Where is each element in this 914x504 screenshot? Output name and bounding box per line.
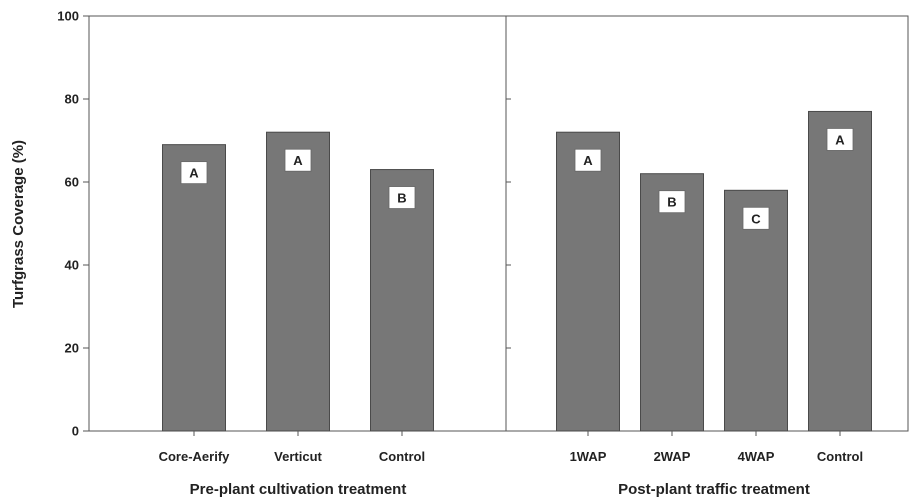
significance-box xyxy=(284,148,312,172)
x-tick-label: Control xyxy=(817,449,863,464)
y-tick-label: 60 xyxy=(65,175,79,190)
bar xyxy=(370,169,434,432)
x-axis-title: Post-plant traffic treatment xyxy=(618,481,810,498)
significance-letter: A xyxy=(293,153,303,168)
significance-box xyxy=(658,190,686,214)
x-axis-title: Pre-plant cultivation treatment xyxy=(190,481,407,498)
bar xyxy=(556,131,620,432)
y-axis: 0 20 40 60 80 100 xyxy=(57,9,511,439)
plot-border xyxy=(88,15,909,432)
significance-letter: A xyxy=(189,166,199,181)
significance-box xyxy=(826,128,854,151)
significance-letter: B xyxy=(397,191,406,206)
x-tick-label: Control xyxy=(379,449,425,464)
bars: A A B A B C A xyxy=(162,110,872,432)
bar xyxy=(266,131,330,432)
bar xyxy=(640,173,704,432)
x-tick-label: 1WAP xyxy=(570,449,607,464)
y-tick-label: 0 xyxy=(72,424,79,439)
significance-box xyxy=(180,161,208,185)
bar xyxy=(808,110,872,432)
significance-letter: A xyxy=(583,153,593,168)
bar xyxy=(162,144,226,432)
x-axis: Core-Aerify Verticut Control Pre-plant cult… xyxy=(159,431,863,498)
x-tick-label: Verticut xyxy=(274,449,322,464)
y-tick-label: 20 xyxy=(65,341,79,356)
bar xyxy=(724,189,788,432)
significance-box xyxy=(574,148,602,172)
plot-frame xyxy=(88,15,909,432)
x-tick-label: 4WAP xyxy=(738,449,775,464)
y-tick-label: 100 xyxy=(57,9,79,24)
y-axis-title: Turfgrass Coverage (%) xyxy=(10,140,27,308)
significance-box xyxy=(388,186,416,209)
x-tick-label: 2WAP xyxy=(654,449,691,464)
significance-letter: C xyxy=(751,211,761,226)
y-tick-label: 80 xyxy=(65,92,79,107)
significance-letter: A xyxy=(835,132,845,147)
y-tick-label: 40 xyxy=(65,258,79,273)
x-tick-label: Core-Aerify xyxy=(159,449,231,464)
significance-box xyxy=(742,206,770,230)
significance-letter: B xyxy=(667,195,676,210)
